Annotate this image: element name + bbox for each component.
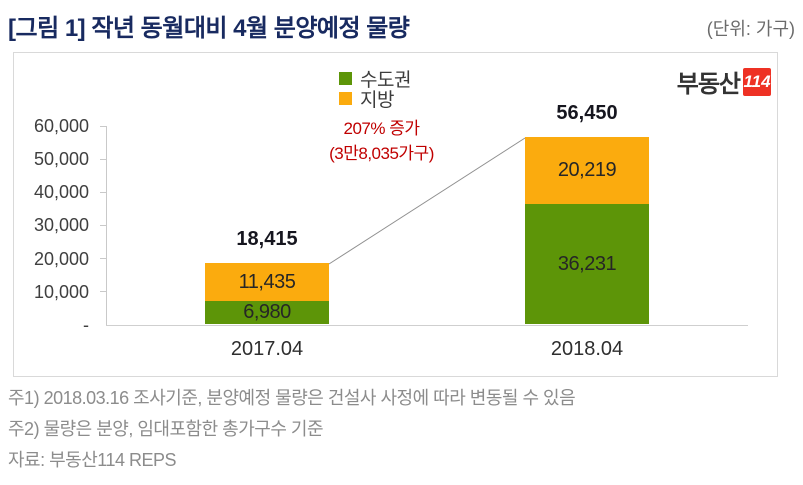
bar-segment-sudogwon-2017: 6,980 xyxy=(205,301,329,324)
axes-and-trend-line xyxy=(100,126,748,326)
y-tick-label: 40,000 xyxy=(33,182,89,202)
footnote-1: 주1) 2018.03.16 조사기준, 분양예정 물량은 건설사 사정에 따라… xyxy=(8,388,576,408)
increase-annotation: 207% 증가 (3만8,035가구) xyxy=(299,116,464,166)
chart-frame: 부동산 114 수도권 지방 207% 증가 (3만8,035가구) 60,00… xyxy=(13,52,778,377)
bar-segment-jibang-2018: 20,219 xyxy=(525,137,649,204)
y-tick-label: 20,000 xyxy=(33,249,89,269)
bar-2018-04: 56,450 20,219 36,231 2018.04 xyxy=(525,102,649,360)
legend-item-jibang: 지방 xyxy=(339,88,411,111)
header: [그림 1] 작년 동월대비 4월 분양예정 물량 (단위: 가구) xyxy=(8,8,795,43)
brand-logo-text: 부동산 xyxy=(676,71,741,98)
legend: 수도권 지방 xyxy=(339,68,411,111)
bar-segment-jibang-2017: 11,435 xyxy=(205,263,329,301)
bar-2017-04: 18,415 11,435 6,980 2017.04 xyxy=(205,228,329,360)
legend-swatch-orange xyxy=(339,91,352,105)
figure-title: [그림 1] 작년 동월대비 4월 분양예정 물량 xyxy=(8,15,410,42)
segment-value-label: 36,231 xyxy=(557,252,617,275)
brand-logo: 부동산 114 xyxy=(677,64,771,99)
bar-segment-sudogwon-2018: 36,231 xyxy=(525,204,649,324)
segment-value-label: 11,435 xyxy=(238,270,296,293)
legend-label: 지방 xyxy=(360,89,394,111)
segment-value-label: 6,980 xyxy=(243,301,291,323)
legend-item-sudogwon: 수도권 xyxy=(339,68,411,91)
increase-annotation-line1: 207% 증가 xyxy=(343,119,420,138)
legend-swatch-green xyxy=(339,71,352,85)
footnotes: 주1) 2018.03.16 조사기준, 분양예정 물량은 건설사 사정에 따라… xyxy=(8,383,801,476)
y-tick-label: 30,000 xyxy=(33,215,89,235)
x-axis-label-2017: 2017.04 xyxy=(230,338,304,360)
y-tick-label: - xyxy=(83,315,89,335)
x-axis-label-2018: 2018.04 xyxy=(550,338,624,360)
bar-total-label-2017: 18,415 xyxy=(236,228,298,250)
y-tick-label: 50,000 xyxy=(33,149,89,169)
y-tick-label: 10,000 xyxy=(33,282,89,302)
increase-annotation-line2: (3만8,035가구) xyxy=(329,144,434,163)
unit-label: (단위: 가구) xyxy=(706,19,795,39)
bar-total-label-2018: 56,450 xyxy=(556,102,618,124)
source-note: 자료: 부동산114 REPS xyxy=(8,450,177,470)
legend-label: 수도권 xyxy=(360,69,411,91)
y-tick-label: 60,000 xyxy=(33,116,89,136)
footnote-2: 주2) 물량은 분양, 임대포함한 총가구수 기준 xyxy=(8,419,324,439)
brand-logo-badge: 114 xyxy=(743,67,771,96)
segment-value-label: 20,219 xyxy=(557,159,617,181)
